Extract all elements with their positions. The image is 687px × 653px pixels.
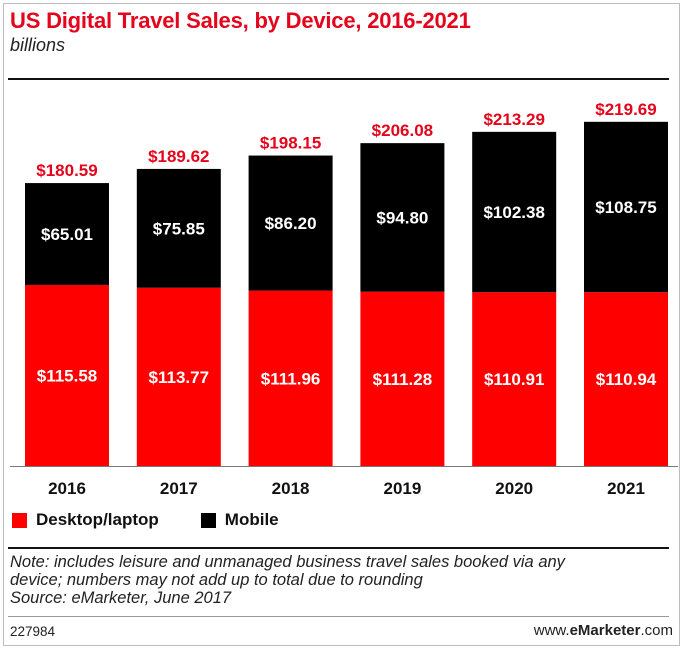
chart-subtitle: billions <box>10 35 66 55</box>
legend-label-desktop: Desktop/laptop <box>36 510 159 529</box>
total-label-2020: $213.29 <box>483 110 544 129</box>
brand-prefix: www. <box>533 622 570 639</box>
data-label-mobile-2018: $86.20 <box>265 214 317 233</box>
brand-link[interactable]: www.eMarketer.com <box>534 622 673 639</box>
x-tick-label-2018: 2018 <box>272 479 310 498</box>
bar-desktop-2020 <box>472 292 557 466</box>
legend-swatch-desktop <box>12 512 27 528</box>
data-label-desktop-2016: $115.58 <box>37 366 98 385</box>
total-label-2018: $198.15 <box>260 134 321 153</box>
footnote-line-1: Note: includes leisure and unmanaged bus… <box>10 553 565 571</box>
bar-desktop-2019 <box>360 291 445 466</box>
total-label-2017: $189.62 <box>148 147 209 166</box>
data-label-desktop-2017: $113.77 <box>149 368 210 387</box>
brand-suffix: .com <box>640 622 673 639</box>
top-rule <box>8 78 669 80</box>
x-tick-label-2019: 2019 <box>383 479 421 498</box>
data-label-mobile-2020: $102.38 <box>483 203 544 222</box>
data-label-mobile-2017: $75.85 <box>153 219 205 238</box>
bar-mobile-2018 <box>248 155 333 291</box>
note-rule <box>8 547 669 549</box>
bar-mobile-2016 <box>25 183 109 285</box>
x-tick-label-2020: 2020 <box>495 479 533 498</box>
footnote-line-2: device; numbers may not add up to total … <box>10 571 423 589</box>
bar-mobile-2021 <box>584 121 668 293</box>
footer-rule <box>8 616 669 617</box>
data-label-desktop-2019: $111.28 <box>373 370 433 389</box>
x-tick-label-2021: 2021 <box>607 479 645 498</box>
chart-title: US Digital Travel Sales, by Device, 2016… <box>10 8 471 33</box>
bar-mobile-2020 <box>472 131 557 293</box>
total-label-2016: $180.59 <box>36 161 97 180</box>
footnote: Note: includes leisure and unmanaged bus… <box>10 553 670 607</box>
legend-item-mobile: Mobile <box>200 510 279 530</box>
legend-swatch-mobile <box>200 512 216 528</box>
bar-desktop-2016 <box>25 284 109 466</box>
data-label-mobile-2021: $108.75 <box>595 198 656 217</box>
data-label-mobile-2016: $65.01 <box>41 225 93 244</box>
bar-desktop-2017 <box>136 287 221 466</box>
stacked-bar-chart: $115.58 $65.01 $180.59 2016 $113.77 $75.85 $18… <box>10 100 678 498</box>
data-label-desktop-2018: $111.96 <box>261 369 321 388</box>
bar-mobile-2017 <box>136 168 221 288</box>
x-tick-label-2017: 2017 <box>160 479 198 498</box>
chart-frame <box>3 3 680 646</box>
data-label-mobile-2019: $94.80 <box>376 208 428 227</box>
legend: Desktop/laptop Mobile <box>12 510 321 530</box>
bar-desktop-2018 <box>248 290 333 466</box>
x-tick-label-2016: 2016 <box>48 479 86 498</box>
legend-label-mobile: Mobile <box>224 510 279 529</box>
total-label-2019: $206.08 <box>372 121 433 140</box>
chart-id: 227984 <box>10 624 56 639</box>
data-label-desktop-2020: $110.91 <box>484 370 545 389</box>
source-line: Source: eMarketer, June 2017 <box>10 589 232 607</box>
total-label-2021: $219.69 <box>595 100 656 119</box>
bar-mobile-2019 <box>360 143 445 292</box>
legend-item-desktop: Desktop/laptop <box>12 510 159 530</box>
brand-name: eMarketer <box>569 622 641 639</box>
data-label-desktop-2021: $110.94 <box>596 370 657 389</box>
bar-desktop-2021 <box>584 292 668 466</box>
